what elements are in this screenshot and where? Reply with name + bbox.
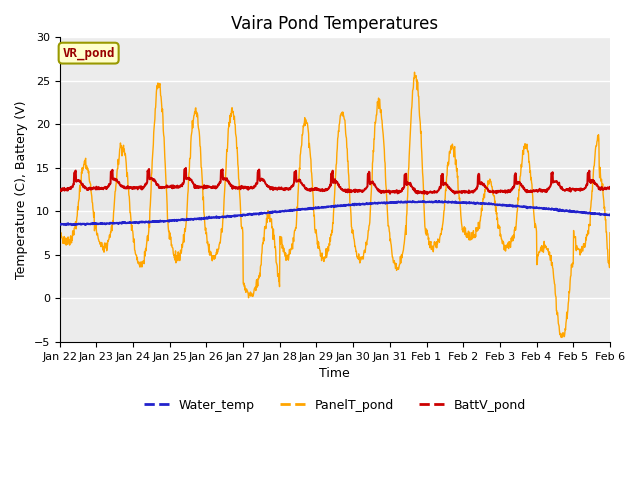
Bar [60, 37, 610, 81]
Text: VR_pond: VR_pond [63, 47, 115, 60]
Bar [60, 124, 610, 168]
Title: Vaira Pond Temperatures: Vaira Pond Temperatures [231, 15, 438, 33]
Y-axis label: Temperature (C), Battery (V): Temperature (C), Battery (V) [15, 100, 28, 279]
Bar [60, 299, 610, 342]
X-axis label: Time: Time [319, 367, 350, 380]
Bar [60, 211, 610, 255]
Legend: Water_temp, PanelT_pond, BattV_pond: Water_temp, PanelT_pond, BattV_pond [138, 394, 531, 417]
